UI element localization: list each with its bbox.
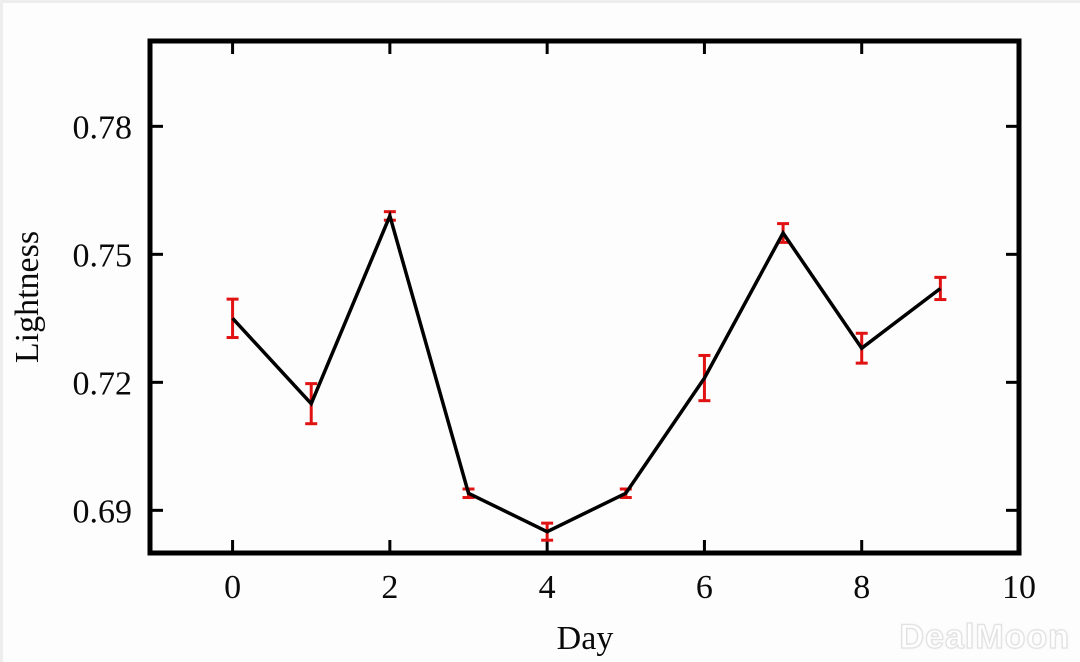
x-tick-label: 8 — [853, 569, 870, 606]
x-tick-label: 4 — [539, 569, 556, 606]
y-tick-label: 0.75 — [73, 237, 133, 274]
dealmoon-watermark: DealMoon — [899, 617, 1070, 656]
y-tick-label: 0.78 — [73, 109, 133, 146]
plot-frame — [147, 38, 1022, 556]
x-tick-label: 2 — [381, 569, 398, 606]
y-tick-label: 0.69 — [73, 493, 133, 530]
y-tick-label: 0.72 — [73, 365, 133, 402]
x-tick-label: 6 — [696, 569, 713, 606]
x-tick-label: 10 — [1002, 569, 1036, 606]
x-tick-label: 0 — [224, 569, 241, 606]
y-axis-label: Lightness — [9, 231, 46, 363]
x-axis-label: Day — [557, 620, 614, 657]
data-line — [231, 210, 942, 534]
